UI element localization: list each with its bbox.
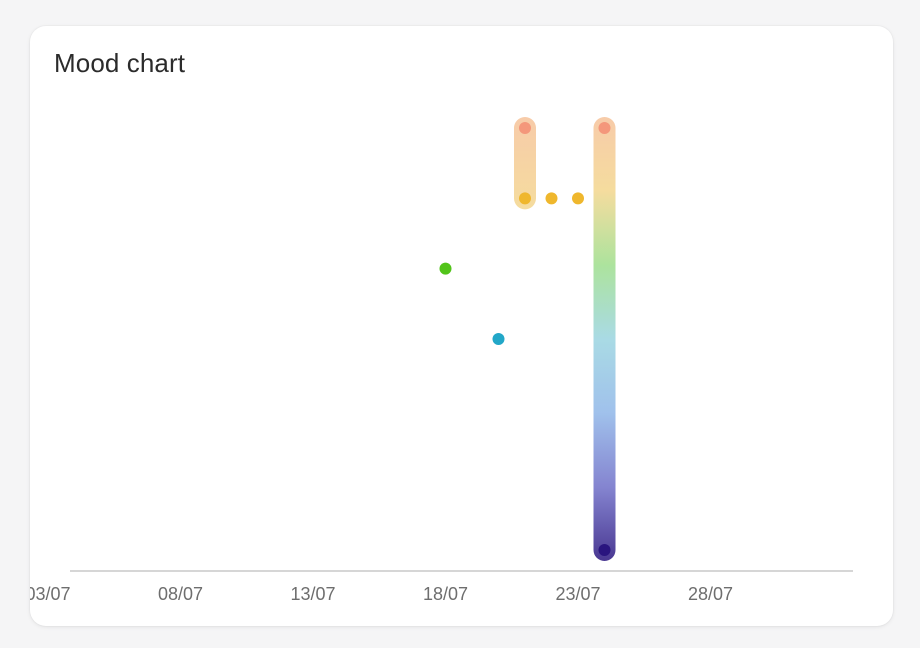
range-bar[interactable] (514, 117, 536, 210)
mood-point[interactable] (492, 333, 505, 345)
mood-point[interactable] (545, 192, 558, 205)
mood-chart-card: Mood chart 03/07 08/07 13/07 18/07 23/07 28/0… (30, 26, 893, 626)
mood-point[interactable] (598, 122, 611, 134)
x-tick-label: 28/07 (688, 584, 733, 604)
x-tick-label: 13/07 (290, 584, 335, 604)
mood-point[interactable] (439, 262, 452, 275)
mood-point[interactable] (598, 544, 611, 556)
mood-chart-plot: 03/07 08/07 13/07 18/07 23/07 28/07 (30, 117, 853, 604)
x-axis-ticks: 03/07 08/07 13/07 18/07 23/07 28/07 (30, 584, 733, 604)
data-points (439, 122, 611, 556)
x-tick-label: 08/07 (158, 584, 203, 604)
x-tick-label: 23/07 (555, 584, 600, 604)
mood-point[interactable] (519, 122, 531, 134)
x-tick-label: 03/07 (30, 584, 71, 604)
range-bar[interactable] (593, 117, 616, 561)
x-tick-label: 18/07 (423, 584, 468, 604)
mood-point[interactable] (519, 192, 531, 205)
range-bars (514, 117, 616, 561)
mood-point[interactable] (572, 192, 584, 205)
chart-title: Mood chart (54, 48, 186, 78)
